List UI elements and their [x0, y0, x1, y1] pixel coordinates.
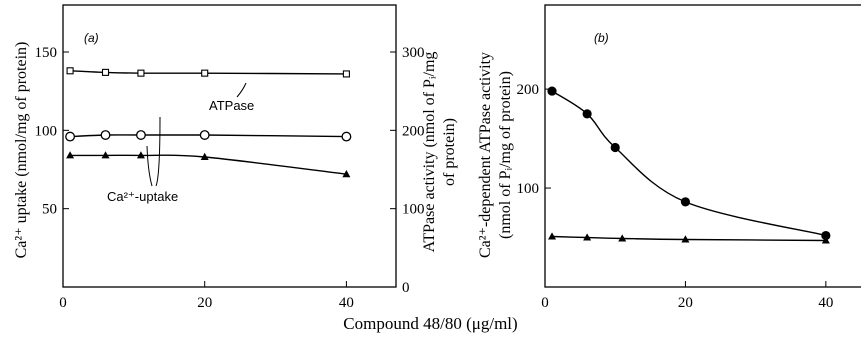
- panel-b-y-tick-label: 200: [517, 82, 540, 98]
- panel-a-left-tick-label: 100: [35, 123, 58, 139]
- panel-a-frame: [62, 4, 397, 288]
- panel-a-series-2-point: [66, 151, 75, 159]
- panel-a-series-0-point: [137, 69, 145, 77]
- panel-a-series-line-1: [70, 134, 347, 138]
- panel-b-x-tick-label: 40: [818, 295, 833, 311]
- panel-a-series-0-point: [101, 68, 110, 76]
- panel-a-series-1-point: [100, 130, 111, 140]
- panel-b: (b) Ca²⁺-dependent ATPase activity (nmol…: [477, 4, 861, 311]
- panel-b-series: [547, 86, 831, 244]
- panel-a-series-1-point: [65, 131, 76, 142]
- panel-b-letter: (b): [594, 31, 609, 45]
- panel-a-right-ylabel-line1: ATPase activity (nmol of Pᵢ/mg: [421, 52, 438, 253]
- annotation-atpase-leader: [236, 82, 247, 98]
- panel-a-right-ylabel-line2: of protein): [441, 118, 458, 186]
- panel-a-x-tick-label: 20: [197, 295, 212, 311]
- panel-a-left-ylabel: Ca²⁺ uptake (nmol/mg of protein): [13, 42, 30, 259]
- annotation-ca-uptake-leader-1: [146, 145, 153, 187]
- panel-a-series-2-point: [101, 151, 110, 159]
- panel-b-y-tick-label: 100: [517, 181, 540, 197]
- panel-a-x-tick-label: 40: [339, 295, 354, 311]
- panel-a-series-1-point: [135, 130, 146, 140]
- panel-b-series-0-point: [680, 197, 691, 207]
- panel-b-x-tick-label: 20: [678, 295, 693, 311]
- panel-b-series-1-point: [618, 234, 627, 242]
- panel-b-series-0-point: [547, 86, 557, 96]
- panel-b-series-0-point: [582, 109, 592, 119]
- panel-a-series-0-point: [66, 67, 74, 75]
- panel-b-series-1-point: [583, 233, 592, 241]
- panel-a-right-tick-label: 100: [402, 202, 425, 218]
- panel-a-series-2-point: [200, 152, 209, 160]
- panel-b-series-0-point: [610, 142, 620, 153]
- panel-b-series-line-0: [551, 90, 827, 237]
- panel-a-right-ylabel: ATPase activity (nmol of Pᵢ/mg of protei…: [421, 52, 458, 253]
- panel-a-series-line-0: [70, 70, 347, 75]
- panel-a-series: [65, 67, 352, 178]
- panel-a-series-line-2: [70, 154, 347, 175]
- panel-a-right-tick-label: 200: [402, 123, 425, 139]
- panel-b-series-1-point: [681, 235, 690, 243]
- panel-b-series-line-1: [551, 235, 826, 242]
- panel-a-series-2-point: [136, 151, 145, 159]
- shared-x-axis-label: Compound 48/80 (μg/ml): [343, 314, 518, 333]
- panel-a-ticks: 0 20 40 50 100 150 0 100 200 300: [35, 45, 425, 311]
- panel-b-series-1-point: [821, 236, 830, 244]
- panel-a-x-tick-label: 0: [59, 295, 67, 311]
- panel-b-series-0-point: [821, 230, 831, 241]
- panel-b-ylabel-line1: Ca²⁺-dependent ATPase activity: [477, 52, 494, 258]
- panel-a-series-1-point: [199, 130, 210, 140]
- panel-a-right-tick-label: 300: [402, 45, 425, 61]
- panel-a: (a) Ca²⁺ uptake (nmol/mg of protein) ATP…: [13, 4, 458, 311]
- panel-b-x-tick-label: 0: [541, 295, 549, 311]
- panel-b-ylabel-line2: (nmol of Pᵢ/mg of protein): [497, 71, 514, 239]
- panel-b-frame: [544, 4, 861, 288]
- panel-a-left-tick-label: 150: [35, 45, 58, 61]
- panel-a-series-0-point: [201, 69, 209, 77]
- panel-a-letter: (a): [84, 31, 99, 45]
- panel-b-series-1-point: [548, 232, 557, 240]
- annotation-ca-uptake: Ca²⁺-uptake: [107, 189, 178, 204]
- panel-a-left-tick-label: 50: [42, 202, 57, 218]
- panel-a-series-1-point: [341, 131, 352, 142]
- annotation-ca-uptake-leader-2: [155, 116, 161, 187]
- annotation-atpase: ATPase: [209, 98, 254, 113]
- panel-b-ticks: 0 20 40 100 200: [517, 82, 834, 311]
- panel-a-series-0-point: [342, 70, 350, 78]
- panel-a-right-tick-label: 0: [402, 280, 410, 296]
- panel-b-ylabel: Ca²⁺-dependent ATPase activity (nmol of …: [477, 52, 514, 258]
- panel-a-series-2-point: [342, 170, 351, 178]
